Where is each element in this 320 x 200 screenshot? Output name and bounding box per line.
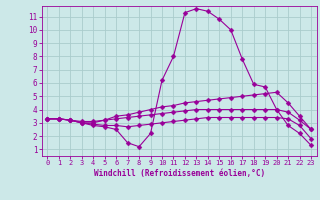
X-axis label: Windchill (Refroidissement éolien,°C): Windchill (Refroidissement éolien,°C) <box>94 169 265 178</box>
